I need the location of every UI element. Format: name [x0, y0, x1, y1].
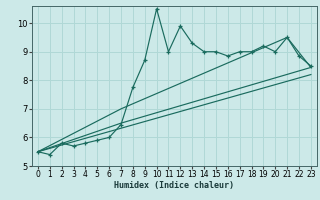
X-axis label: Humidex (Indice chaleur): Humidex (Indice chaleur)	[115, 181, 234, 190]
